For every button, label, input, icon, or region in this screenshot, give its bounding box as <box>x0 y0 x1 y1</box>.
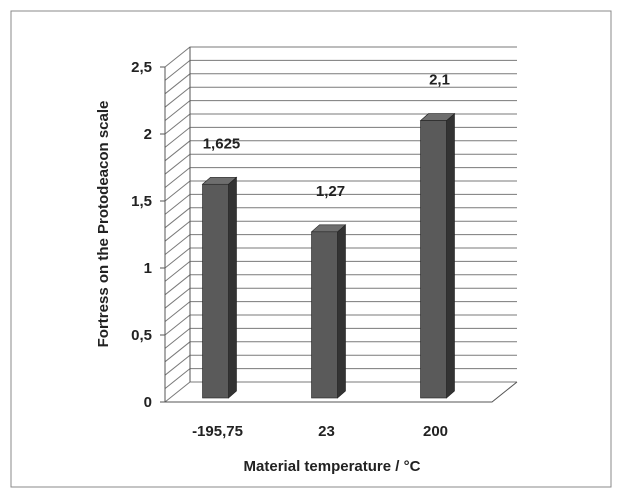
x-tick-label: 200 <box>423 423 448 440</box>
data-label: 1,27 <box>316 183 345 200</box>
y-tick-label: 2,5 <box>131 59 152 76</box>
bar-front <box>420 120 447 399</box>
y-axis-ticks: 0 0,5 1 1,5 2 2,5 <box>131 59 165 411</box>
bars <box>201 112 456 399</box>
axes <box>164 47 518 403</box>
bar-side <box>228 176 237 399</box>
bar-front <box>311 231 338 399</box>
bar <box>310 224 347 399</box>
x-tick-label: -195,75 <box>192 423 243 440</box>
y-tick-label: 2 <box>144 126 152 143</box>
y-tick-label: 1 <box>144 260 152 277</box>
bar-side <box>337 224 346 399</box>
bar-front <box>202 183 229 399</box>
bar-side <box>446 112 455 399</box>
x-axis-ticks: -195,75 23 200 <box>192 423 448 440</box>
y-tick-label: 0,5 <box>131 327 152 344</box>
x-axis-title: Material temperature / °C <box>244 458 421 475</box>
y-tick-label: 1,5 <box>131 193 152 210</box>
bar <box>201 176 238 399</box>
bar <box>419 112 456 399</box>
chart-frame <box>10 10 612 488</box>
data-labels: 1,625 1,27 2,1 <box>203 72 450 200</box>
y-axis-title: Fortress on the Protodeacon scale <box>95 101 112 348</box>
y-tick-label: 0 <box>144 394 152 411</box>
data-label: 1,625 <box>203 135 241 152</box>
data-label: 2,1 <box>429 72 450 89</box>
x-tick-label: 23 <box>318 423 335 440</box>
